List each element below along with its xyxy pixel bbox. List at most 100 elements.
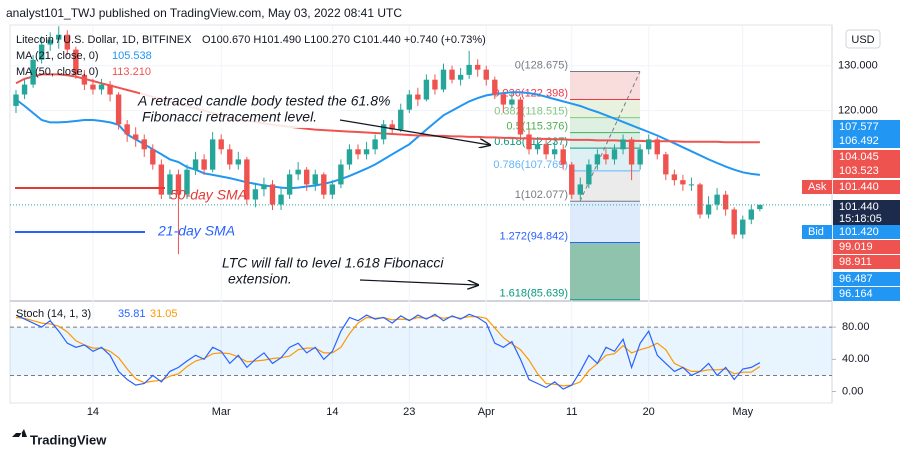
price-tag-label: 101.420 <box>839 226 879 238</box>
candle-body <box>534 144 541 150</box>
fib-label: 1.272(94.842) <box>500 230 569 242</box>
ohlc: O100.670 H101.490 L100.270 C101.440 +0.7… <box>202 34 486 46</box>
price-tag-label: 107.577 <box>839 121 879 133</box>
candle-body <box>321 174 327 195</box>
candle-body <box>278 194 284 205</box>
candle-body <box>620 139 626 150</box>
price-tag-label: 101.440 <box>839 201 879 213</box>
candle-body <box>133 134 139 140</box>
fib-label: 0(128.675) <box>515 59 568 71</box>
stoch-tick-label: 80.00 <box>842 321 870 333</box>
x-tick-label: Apr <box>478 406 495 418</box>
candle-body <box>748 209 754 220</box>
candle-body <box>235 159 241 165</box>
x-tick-label: 20 <box>643 406 655 418</box>
ma-line <box>15 91 761 190</box>
candle-body <box>227 149 233 165</box>
stoch-k-value: 35.81 <box>118 308 146 320</box>
candle-body <box>261 184 267 190</box>
candle-body <box>372 139 378 150</box>
candle-body <box>569 164 575 195</box>
candle-body <box>466 64 472 75</box>
candle-body <box>167 174 173 195</box>
stoch-tick-label: 0.00 <box>842 385 863 397</box>
candle-body <box>81 74 88 85</box>
tv-logo <box>12 429 27 437</box>
candle-body <box>90 84 96 90</box>
candle-body <box>64 34 70 50</box>
fib-label: 0.5(115.376) <box>506 121 568 133</box>
price-tag-label: 96.164 <box>839 288 873 300</box>
price-tag <box>833 134 900 148</box>
annotation: A retraced candle body tested the 61.8% <box>137 93 390 109</box>
candle-body <box>500 94 507 105</box>
price-tag <box>833 164 900 178</box>
price-tag <box>833 255 900 269</box>
annotation: Fibonacci retracement level. <box>142 109 317 125</box>
candle-body <box>637 149 643 165</box>
candle-body <box>646 139 652 150</box>
candle-body <box>286 174 293 195</box>
footer: TradingView <box>30 432 107 447</box>
annotation-arrow <box>339 119 490 145</box>
candle-body <box>56 34 62 40</box>
candle-body <box>475 64 481 70</box>
currency-button[interactable] <box>845 29 881 49</box>
stoch-legend: Stoch (14, 1, 3) <box>16 308 91 320</box>
candle-body <box>269 184 276 205</box>
candle-body <box>432 79 438 90</box>
fib-zone <box>570 71 640 100</box>
candle-body <box>338 164 344 185</box>
candle-body <box>697 184 703 215</box>
price-tag-label: 99.019 <box>839 241 873 253</box>
ma50-value: 113.210 <box>112 66 151 78</box>
candle-body <box>329 184 336 195</box>
candle-body <box>355 149 361 155</box>
candle-body <box>611 149 618 160</box>
candle-body <box>398 109 404 130</box>
stoch-tick-label: 40.00 <box>842 353 870 365</box>
candle-body <box>150 149 156 165</box>
candle-body <box>346 149 353 165</box>
candle-body <box>244 159 250 200</box>
stoch-band <box>10 327 832 376</box>
candle-body <box>47 39 53 45</box>
candle-body <box>483 69 489 80</box>
fib-label: 1.618(85.639) <box>500 288 569 300</box>
price-tag <box>833 180 900 194</box>
plot-area: 130.000120.0000(128.675)0.236(122.398)0.… <box>10 25 878 402</box>
stoch-d <box>15 315 761 387</box>
side-tag-label: Ask <box>808 181 827 193</box>
candle-body <box>440 69 447 90</box>
price-tag-label: 106.492 <box>839 135 879 147</box>
candle-body <box>158 164 165 195</box>
candle-body <box>731 209 737 235</box>
candle-body <box>740 219 746 235</box>
candle-body <box>543 144 549 155</box>
x-tick-label: 11 <box>566 406 577 418</box>
candle-body <box>415 94 421 100</box>
price-tag-label: 96.487 <box>839 273 873 285</box>
price-tag-label: 101.440 <box>839 181 879 193</box>
candle-body <box>115 94 122 125</box>
candle-body <box>492 79 498 95</box>
ma21-legend: MA (21, close, 0) <box>16 50 99 62</box>
price-tag-label: 103.523 <box>839 165 879 177</box>
candle-body <box>295 169 301 175</box>
currency: USD <box>851 34 874 46</box>
candle-body <box>389 124 395 130</box>
countdown: 15:18:05 <box>839 213 882 225</box>
annotation: 21-day SMA <box>157 223 235 239</box>
candle-body <box>73 49 79 75</box>
price-tag <box>833 150 900 164</box>
price-tag <box>833 240 900 254</box>
candle-body <box>380 124 387 140</box>
candle-body <box>209 139 216 170</box>
ma21-value: 105.538 <box>112 50 152 62</box>
fib-label: 1(102.077) <box>515 189 568 201</box>
price-tag <box>833 120 900 134</box>
annotation: LTC will fall to level 1.618 Fibonacci <box>222 255 444 271</box>
candle-body <box>671 174 678 181</box>
candle-body <box>628 139 635 165</box>
candle-body <box>457 74 464 80</box>
